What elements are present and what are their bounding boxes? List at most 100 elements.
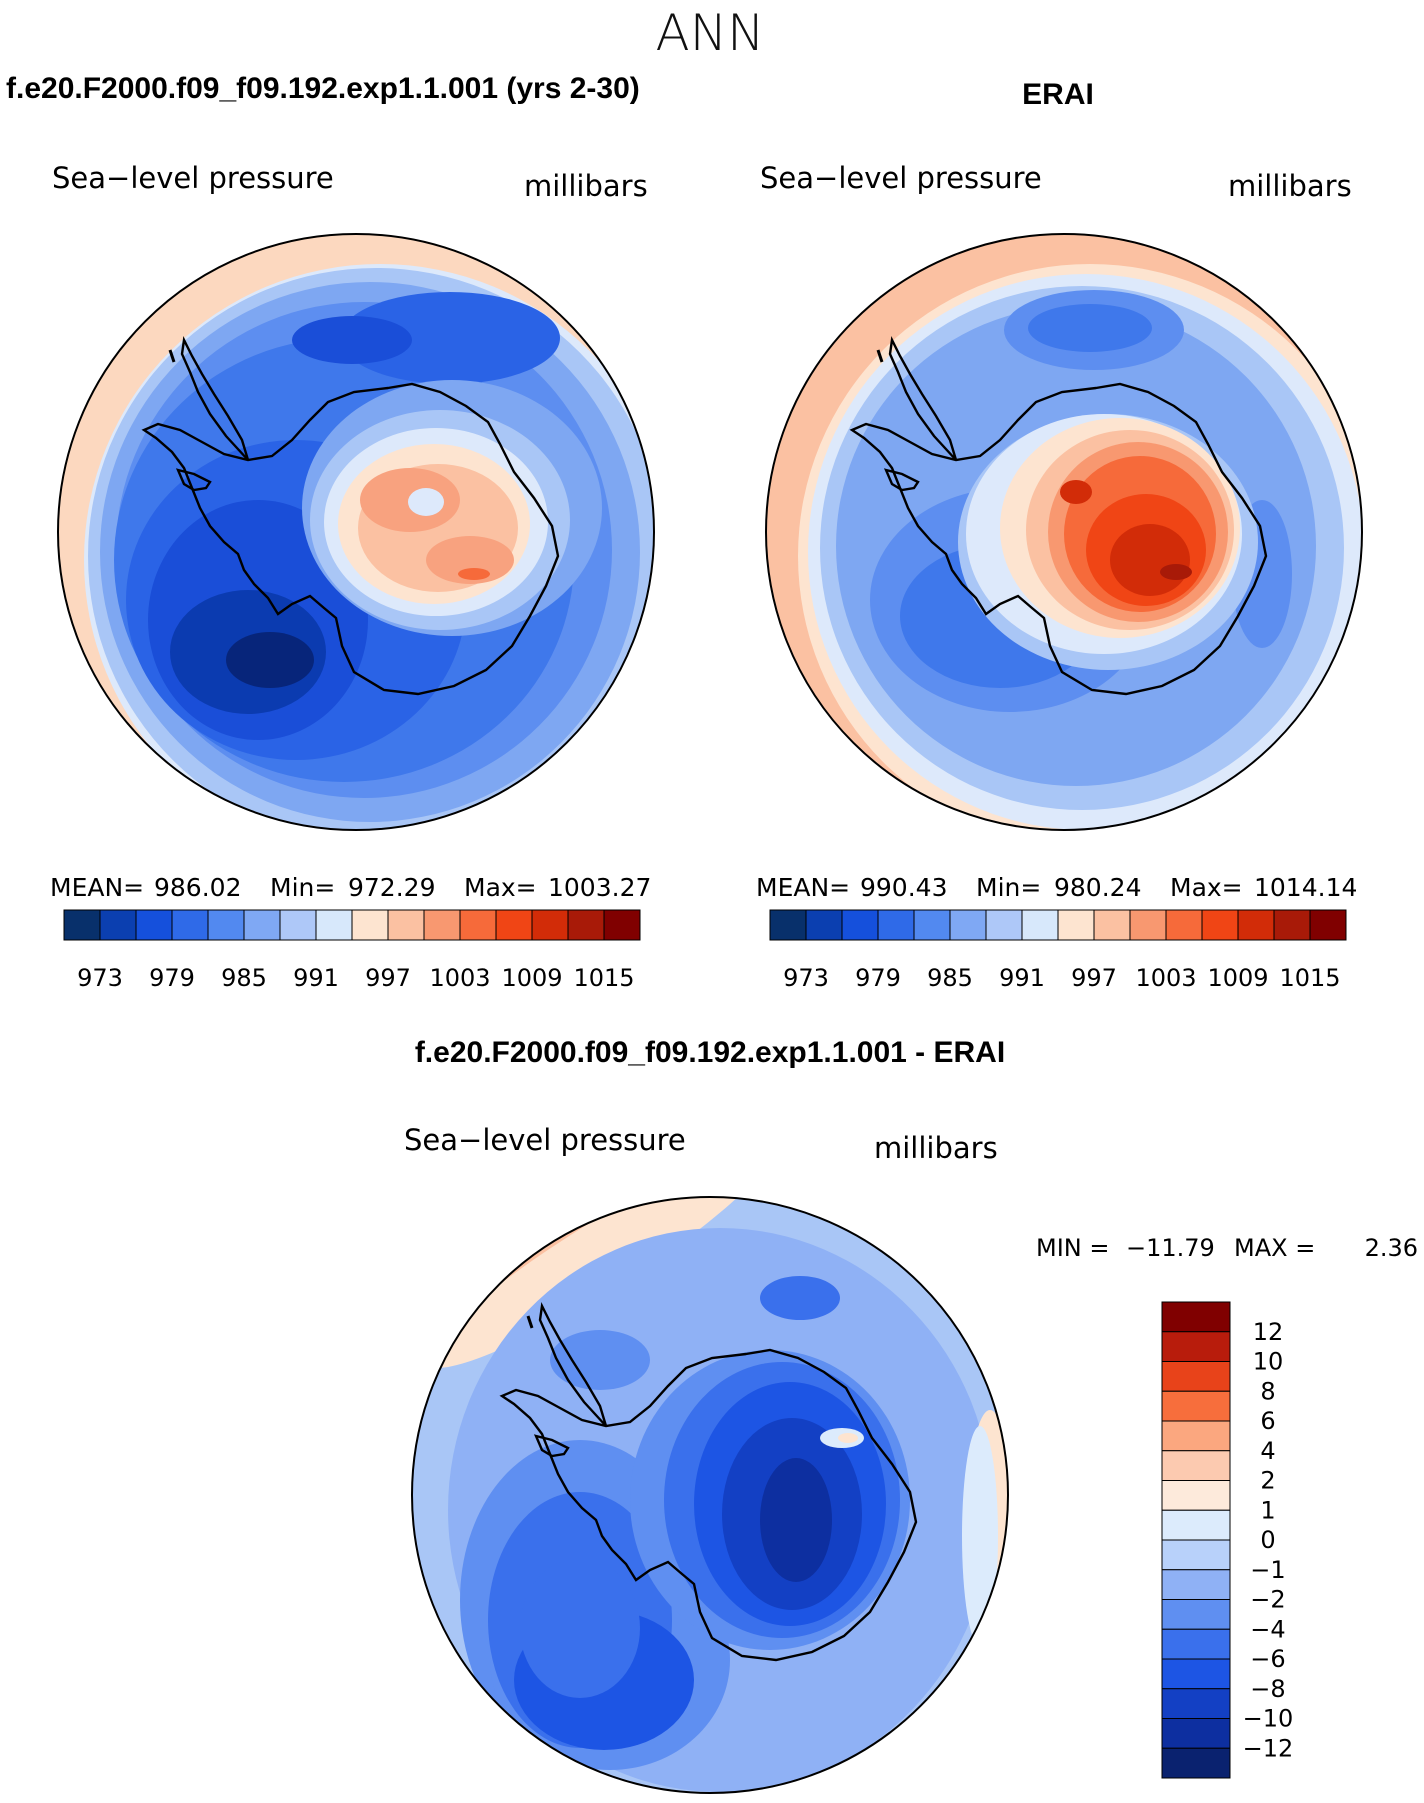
right-colorbar-box (1237, 909, 1275, 941)
diff-minmax: MIN = −11.79 MAX = 2.36 (1036, 1234, 1418, 1262)
right-units-label: millibars (1228, 169, 1352, 203)
left-min-value: 972.29 (348, 873, 435, 902)
right-colorbar-box (1309, 909, 1347, 941)
right-mean-label: MEAN= (756, 873, 850, 902)
right-max-label: Max= (1170, 873, 1243, 902)
right-colorbar-box (1165, 909, 1203, 941)
right-colorbar-tick-label: 985 (927, 964, 973, 992)
right-stats: MEAN= 990.43 Min= 980.24 Max= 1014.14 (756, 873, 1357, 902)
diff-colorbar-tick-label: −10 (1243, 1705, 1294, 1733)
right-panel: ERAI Sea−level pressure millibars (756, 78, 1363, 992)
right-variable-label: Sea−level pressure (760, 161, 1042, 195)
left-case-title: f.e20.F2000.f09_f09.192.exp1.1.001 (yrs … (6, 72, 640, 105)
right-colorbar-box (1201, 909, 1239, 941)
left-colorbar-tick-label: 979 (149, 964, 195, 992)
diff-colorbar-tick-label: 1 (1260, 1496, 1275, 1524)
diff-colorbar-box (1161, 1539, 1231, 1571)
diff-colorbar-box (1161, 1390, 1231, 1422)
diff-colorbar-tick-label: 12 (1253, 1318, 1284, 1346)
diff-colorbar-box (1161, 1628, 1231, 1660)
diff-colorbar-box (1161, 1688, 1231, 1719)
left-colorbar-tick-label: 1003 (429, 964, 490, 992)
right-colorbar-box (949, 909, 987, 941)
right-colorbar-tick-label: 997 (1071, 964, 1117, 992)
left-colorbar-box (171, 909, 209, 941)
left-stats: MEAN= 986.02 Min= 972.29 Max= 1003.27 (50, 873, 651, 902)
diff-units-label: millibars (874, 1131, 998, 1165)
diff-panel: f.e20.F2000.f09_f09.192.exp1.1.001 - ERA… (404, 1036, 1418, 1794)
diff-colorbar-tick-label: 8 (1260, 1377, 1275, 1405)
left-mean-label: MEAN= (50, 873, 144, 902)
right-colorbar-box (1093, 909, 1131, 941)
diff-colorbar-box (1161, 1301, 1231, 1333)
right-colorbar-tick-label: 973 (783, 964, 829, 992)
diff-min-value: −11.79 (1126, 1234, 1215, 1262)
diff-colorbar-tick-label: −8 (1250, 1675, 1285, 1703)
right-colorbar: 973 979 985 991 997 1003 1009 1015 (769, 909, 1347, 992)
left-colorbar-box (387, 909, 425, 941)
diff-colorbar-box (1161, 1599, 1231, 1630)
diff-colorbar-box (1161, 1718, 1231, 1749)
left-colorbar-box (423, 909, 461, 941)
diff-colorbar-box (1161, 1658, 1231, 1690)
left-colorbar-box (531, 909, 569, 941)
figure-title: ANN (655, 4, 764, 62)
left-colorbar-tick-label: 997 (365, 964, 411, 992)
right-colorbar-tick-label: 1015 (1279, 964, 1340, 992)
diff-colorbar-tick-label: 0 (1260, 1526, 1275, 1554)
left-min-label: Min= (270, 873, 335, 902)
left-colorbar-box (351, 909, 389, 941)
left-colorbar-tick-label: 985 (221, 964, 267, 992)
right-colorbar-box (841, 909, 879, 941)
left-panel: f.e20.F2000.f09_f09.192.exp1.1.001 (yrs … (6, 72, 655, 992)
right-colorbar-box (1273, 909, 1311, 941)
right-max-value: 1014.14 (1254, 873, 1357, 902)
diff-colorbar-tick-label: 10 (1253, 1348, 1284, 1376)
diff-max-value: 2.36 (1365, 1234, 1418, 1262)
diff-colorbar-box (1161, 1569, 1231, 1600)
right-colorbar-box (877, 909, 915, 941)
right-map (765, 233, 1363, 831)
diff-colorbar-tick-label: −12 (1243, 1734, 1294, 1762)
left-max-label: Max= (464, 873, 537, 902)
left-units-label: millibars (524, 169, 648, 203)
diff-colorbar-tick-label: 6 (1260, 1407, 1275, 1435)
left-map (57, 233, 655, 831)
right-min-value: 980.24 (1054, 873, 1141, 902)
right-min-label: Min= (976, 873, 1041, 902)
left-colorbar-box (63, 909, 101, 941)
right-mean-value: 990.43 (860, 873, 947, 902)
diff-colorbar-box (1161, 1450, 1231, 1481)
diff-min-label: MIN = (1036, 1234, 1109, 1262)
right-colorbar-box (913, 909, 951, 941)
right-colorbar-tick-label: 1009 (1207, 964, 1268, 992)
left-colorbar-box (315, 909, 353, 941)
left-max-value: 1003.27 (548, 873, 651, 902)
left-colorbar-box (99, 909, 137, 941)
right-colorbar-tick-label: 979 (855, 964, 901, 992)
diff-colorbar-box (1161, 1420, 1231, 1452)
left-colorbar-tick-label: 1009 (501, 964, 562, 992)
left-colorbar-box (279, 909, 317, 941)
left-colorbar-box (243, 909, 281, 941)
left-colorbar-tick-label: 973 (77, 964, 123, 992)
diff-colorbar-tick-label: −1 (1250, 1556, 1285, 1584)
left-colorbar-box (567, 909, 605, 941)
right-colorbar-tick-label: 1003 (1135, 964, 1196, 992)
diff-colorbar-box (1161, 1509, 1231, 1541)
left-colorbar-box (207, 909, 245, 941)
diff-colorbar-box (1161, 1331, 1231, 1362)
diff-colorbar-tick-label: 2 (1260, 1467, 1275, 1495)
diff-variable-label: Sea−level pressure (404, 1123, 686, 1157)
left-variable-label: Sea−level pressure (52, 161, 334, 195)
diff-colorbar-box (1161, 1361, 1231, 1392)
right-colorbar-box (805, 909, 843, 941)
right-colorbar-box (769, 909, 807, 941)
left-colorbar-box (135, 909, 173, 941)
diff-colorbar-tick-label: −4 (1250, 1615, 1285, 1643)
diff-colorbar-box (1161, 1480, 1231, 1511)
diff-case-title: f.e20.F2000.f09_f09.192.exp1.1.001 - ERA… (415, 1036, 1005, 1069)
diff-colorbar-tick-label: 4 (1260, 1437, 1275, 1465)
